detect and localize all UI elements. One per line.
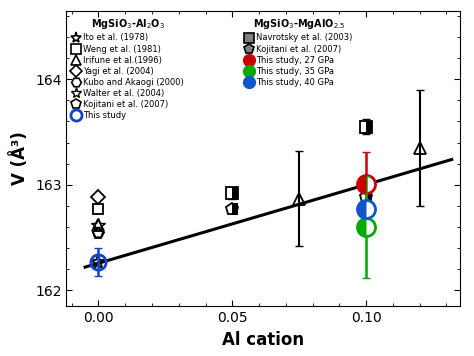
Legend: Navrotsky et al. (2003), Kojitani et al. (2007), This study, 27 GPa, This study,: Navrotsky et al. (2003), Kojitani et al.… xyxy=(244,15,355,89)
Y-axis label: V (Å³): V (Å³) xyxy=(10,132,29,185)
X-axis label: Al cation: Al cation xyxy=(222,331,304,349)
